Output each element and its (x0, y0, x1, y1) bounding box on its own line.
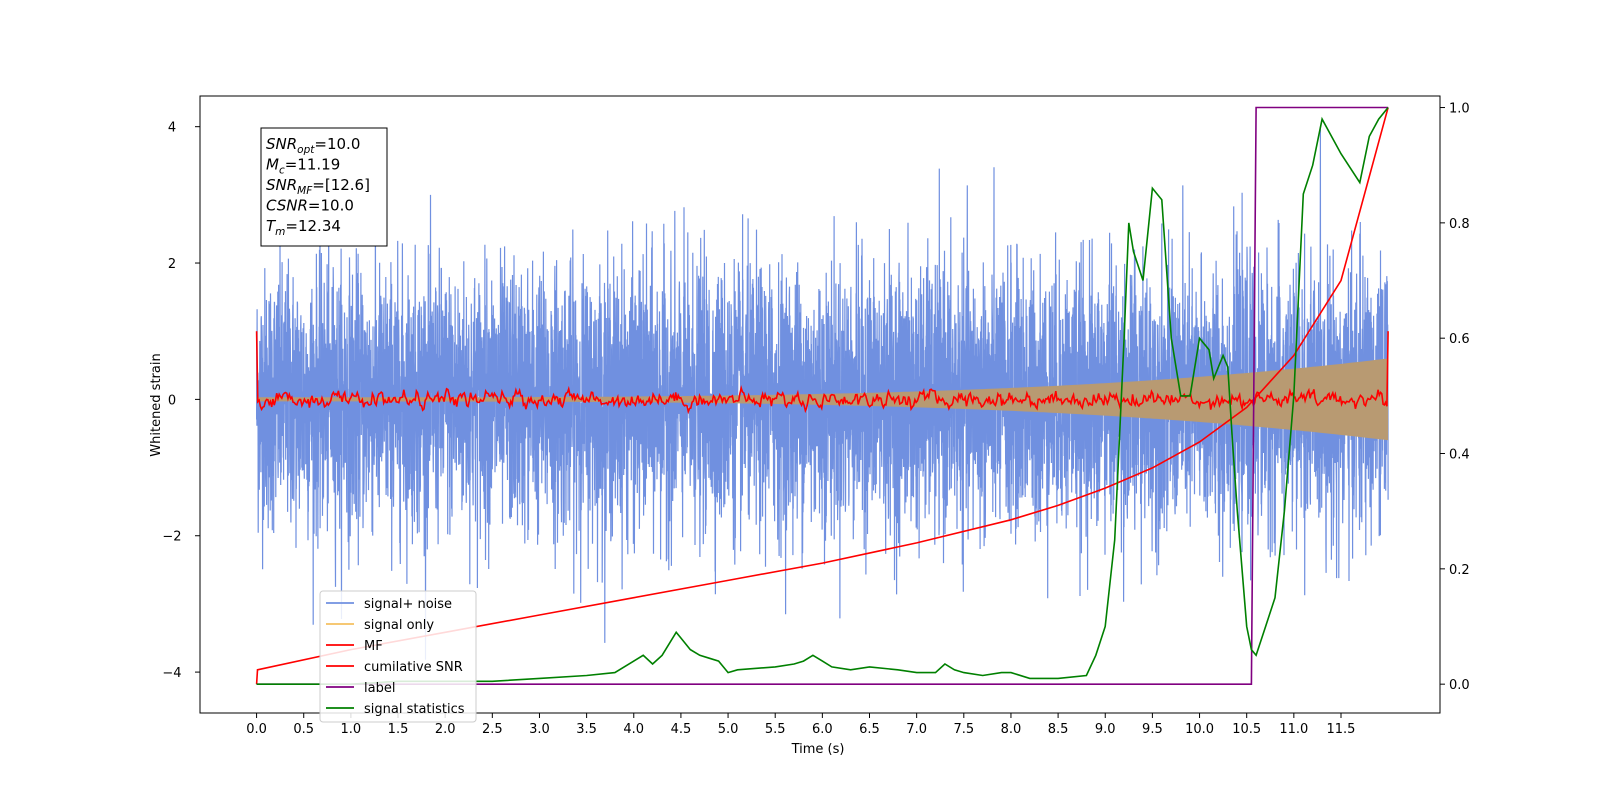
x-tick-label: 1.0 (341, 722, 362, 737)
legend-label: signal only (364, 618, 434, 633)
y-axis-label: Whitened strain (149, 353, 164, 456)
x-axis-label: Time (s) (791, 742, 845, 757)
x-tick-label: 4.0 (623, 722, 644, 737)
y-axis-right: 1.0 0.8 0.6 0.4 0.2 0.0 (1440, 102, 1470, 693)
y2-tick-label: 0.4 (1449, 448, 1470, 463)
y-tick-label: −4 (162, 666, 181, 681)
legend-frame (319, 590, 477, 723)
series-signal-statistics (256, 106, 1389, 685)
legend: signal+ noise signal only MF cumilative SNR… (319, 590, 477, 723)
legend-label: cumilative SNR (364, 660, 463, 675)
info-line: CSNR=10.0 (266, 197, 354, 215)
x-tick-label: 7.0 (906, 722, 927, 737)
y-tick-label: −2 (162, 530, 181, 545)
info-box-frame (260, 127, 388, 247)
y-tick-label: 0 (168, 393, 176, 408)
info-line: SNRopt=10.0 (266, 135, 360, 156)
y-tick-label: 2 (168, 257, 176, 272)
legend-label: signal+ noise (364, 597, 452, 612)
info-line: Mc=11.19 (266, 156, 340, 177)
legend-label: MF (364, 639, 383, 654)
x-tick-label: 10.5 (1232, 722, 1261, 737)
series-mf (255, 331, 1389, 415)
x-tick-label: 1.5 (388, 722, 409, 737)
plot-frame (199, 95, 1441, 714)
info-box: SNRopt=10.0Mc=11.19SNRMF=[12.6]CSNR=10.0… (260, 127, 388, 247)
legend-label: label (364, 681, 395, 696)
x-tick-label: 0.0 (246, 722, 267, 737)
legend-label: signal statistics (364, 702, 465, 717)
x-tick-label: 11.0 (1279, 722, 1308, 737)
x-axis: 0.0 0.5 1.0 1.5 2.0 2.5 3.0 3.5 4.0 4.5 5.0 5.5 6.0 6… (246, 713, 1355, 737)
info-line: SNRMF=[12.6] (266, 176, 370, 197)
x-tick-label: 2.0 (435, 722, 456, 737)
x-tick-label: 11.5 (1327, 722, 1356, 737)
x-tick-label: 2.5 (482, 722, 503, 737)
x-tick-label: 3.0 (529, 722, 550, 737)
y-tick-label: 4 (168, 121, 176, 136)
x-tick-label: 5.0 (718, 722, 739, 737)
y2-tick-label: 0.0 (1449, 678, 1470, 693)
info-line: Tm=12.34 (266, 217, 341, 238)
x-tick-label: 10.0 (1185, 722, 1214, 737)
x-tick-label: 0.5 (293, 722, 314, 737)
x-tick-label: 8.0 (1001, 722, 1022, 737)
x-tick-label: 8.5 (1048, 722, 1069, 737)
series-label (256, 106, 1389, 685)
x-tick-label: 6.5 (859, 722, 880, 737)
x-tick-label: 4.5 (671, 722, 692, 737)
series-signal-noise (256, 126, 1389, 660)
x-tick-label: 3.5 (576, 722, 597, 737)
x-tick-label: 5.5 (765, 722, 786, 737)
y-axis-left: 4 2 0 −2 −4 (162, 121, 200, 681)
x-tick-label: 6.0 (812, 722, 833, 737)
y2-tick-label: 0.6 (1449, 332, 1470, 347)
x-tick-label: 7.5 (953, 722, 974, 737)
x-tick-label: 9.0 (1095, 722, 1116, 737)
x-tick-label: 9.5 (1142, 722, 1163, 737)
y2-tick-label: 0.2 (1449, 563, 1470, 578)
y2-tick-label: 0.8 (1449, 217, 1470, 232)
y2-tick-label: 1.0 (1449, 102, 1470, 117)
